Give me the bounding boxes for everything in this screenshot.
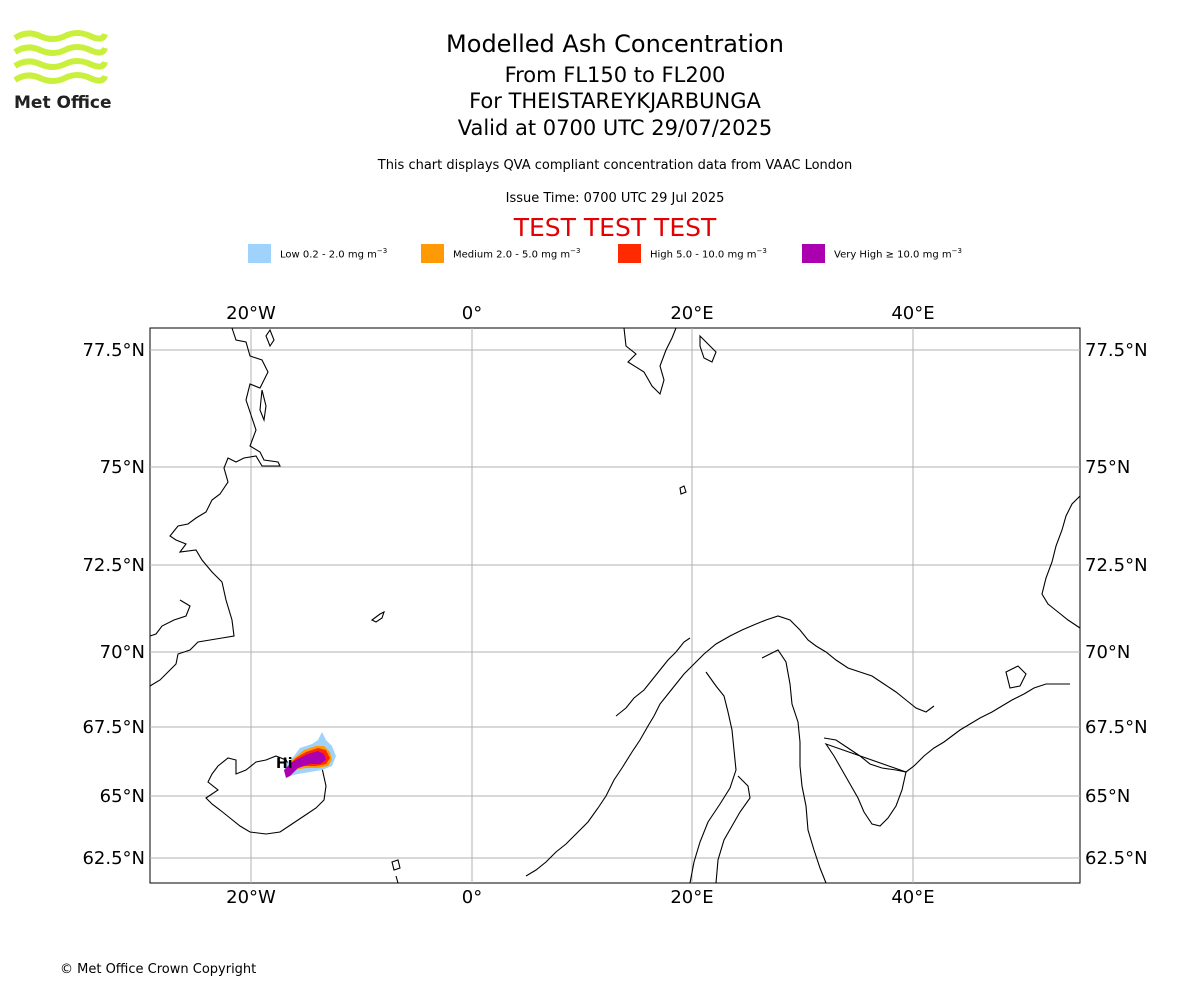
coast-greenland-fjord	[149, 599, 191, 637]
legend-swatch-medium	[421, 244, 444, 263]
coast-jan-mayen	[370, 610, 385, 623]
lat-tick-left: 75°N	[100, 457, 145, 478]
lat-tick-right: 77.5°N	[1085, 340, 1148, 361]
coastlines	[149, 327, 1081, 884]
border-sweden-finland	[761, 649, 827, 884]
issue-time: Issue Time: 0700 UTC 29 Jul 2025	[505, 191, 725, 206]
coast-svalbard	[623, 327, 677, 396]
border-norway-sweden	[689, 671, 737, 884]
lat-tick-left: 77.5°N	[82, 340, 145, 361]
map-gridlines	[150, 328, 1080, 883]
coast-greenland-north	[265, 328, 275, 348]
lat-tick-left: 70°N	[100, 642, 145, 663]
chart-title: Modelled Ash Concentration	[446, 30, 784, 58]
lon-tick-bottom: 20°E	[670, 887, 713, 908]
logo-wordmark: Met Office	[14, 93, 112, 113]
coast-kolguyev	[1005, 665, 1027, 689]
coast-svalbard-east	[699, 334, 717, 363]
legend-label-high: High 5.0 - 10.0 mg m	[650, 249, 757, 261]
coast-faroe	[391, 859, 401, 871]
lat-tick-left: 65°N	[100, 786, 145, 807]
volcano-name: For THEISTAREYKJARBUNGA	[469, 89, 761, 113]
legend-label-medium: Medium 2.0 - 5.0 mg m	[453, 249, 571, 261]
lon-tick-top: 20°E	[670, 303, 713, 324]
lat-tick-right: 70°N	[1085, 642, 1130, 663]
valid-time: Valid at 0700 UTC 29/07/2025	[457, 116, 773, 140]
coast-gulf-of-bothnia	[715, 775, 751, 884]
lat-tick-right: 67.5°N	[1085, 717, 1148, 738]
flight-level-range: From FL150 to FL200	[504, 63, 726, 87]
map-frame	[149, 327, 1081, 884]
legend-label-low: Low 0.2 - 2.0 mg m	[280, 249, 377, 261]
copyright-notice: © Met Office Crown Copyright	[60, 962, 257, 977]
met-office-logo: Met Office	[13, 30, 112, 113]
ash-plume	[284, 732, 336, 778]
lon-tick-bottom: 20°W	[226, 887, 276, 908]
coast-white-sea-bay	[824, 742, 907, 827]
legend-swatch-very-high	[802, 244, 825, 263]
chart-subtitle: This chart displays QVA compliant concen…	[377, 158, 853, 173]
lon-tick-top: 0°	[462, 303, 482, 324]
lon-tick-top: 20°W	[226, 303, 276, 324]
coast-novaya-zemlya	[1041, 495, 1081, 629]
coast-lofoten	[615, 637, 691, 717]
coast-norway	[525, 615, 935, 877]
coast-white-sea	[823, 683, 1070, 773]
coast-greenland	[149, 327, 281, 687]
volcano-marker: Hi	[276, 756, 293, 772]
legend-swatch-low	[248, 244, 271, 263]
lat-tick-left: 62.5°N	[82, 848, 145, 869]
lat-tick-right: 65°N	[1085, 786, 1130, 807]
lon-tick-top: 40°E	[891, 303, 934, 324]
ash-plume-very-high	[284, 751, 326, 778]
lon-tick-bottom: 40°E	[891, 887, 934, 908]
lon-tick-bottom: 0°	[462, 887, 482, 908]
lat-tick-left: 72.5°N	[82, 555, 145, 576]
lat-tick-right: 62.5°N	[1085, 848, 1148, 869]
coast-bear-island	[679, 485, 687, 495]
coast-scotland-tip	[395, 875, 399, 884]
lat-tick-left: 67.5°N	[82, 717, 145, 738]
coast-greenland-island	[259, 389, 267, 423]
lat-tick-right: 75°N	[1085, 457, 1130, 478]
legend-swatch-high	[618, 244, 641, 263]
test-banner: TEST TEST TEST	[513, 213, 717, 242]
legend-label-very-high: Very High ≥ 10.0 mg m	[834, 249, 952, 261]
map-tick-labels: 20°W 0° 20°E 40°E 20°W 0° 20°E 40°E 77.5…	[82, 303, 1147, 908]
lat-tick-right: 72.5°N	[1085, 555, 1148, 576]
